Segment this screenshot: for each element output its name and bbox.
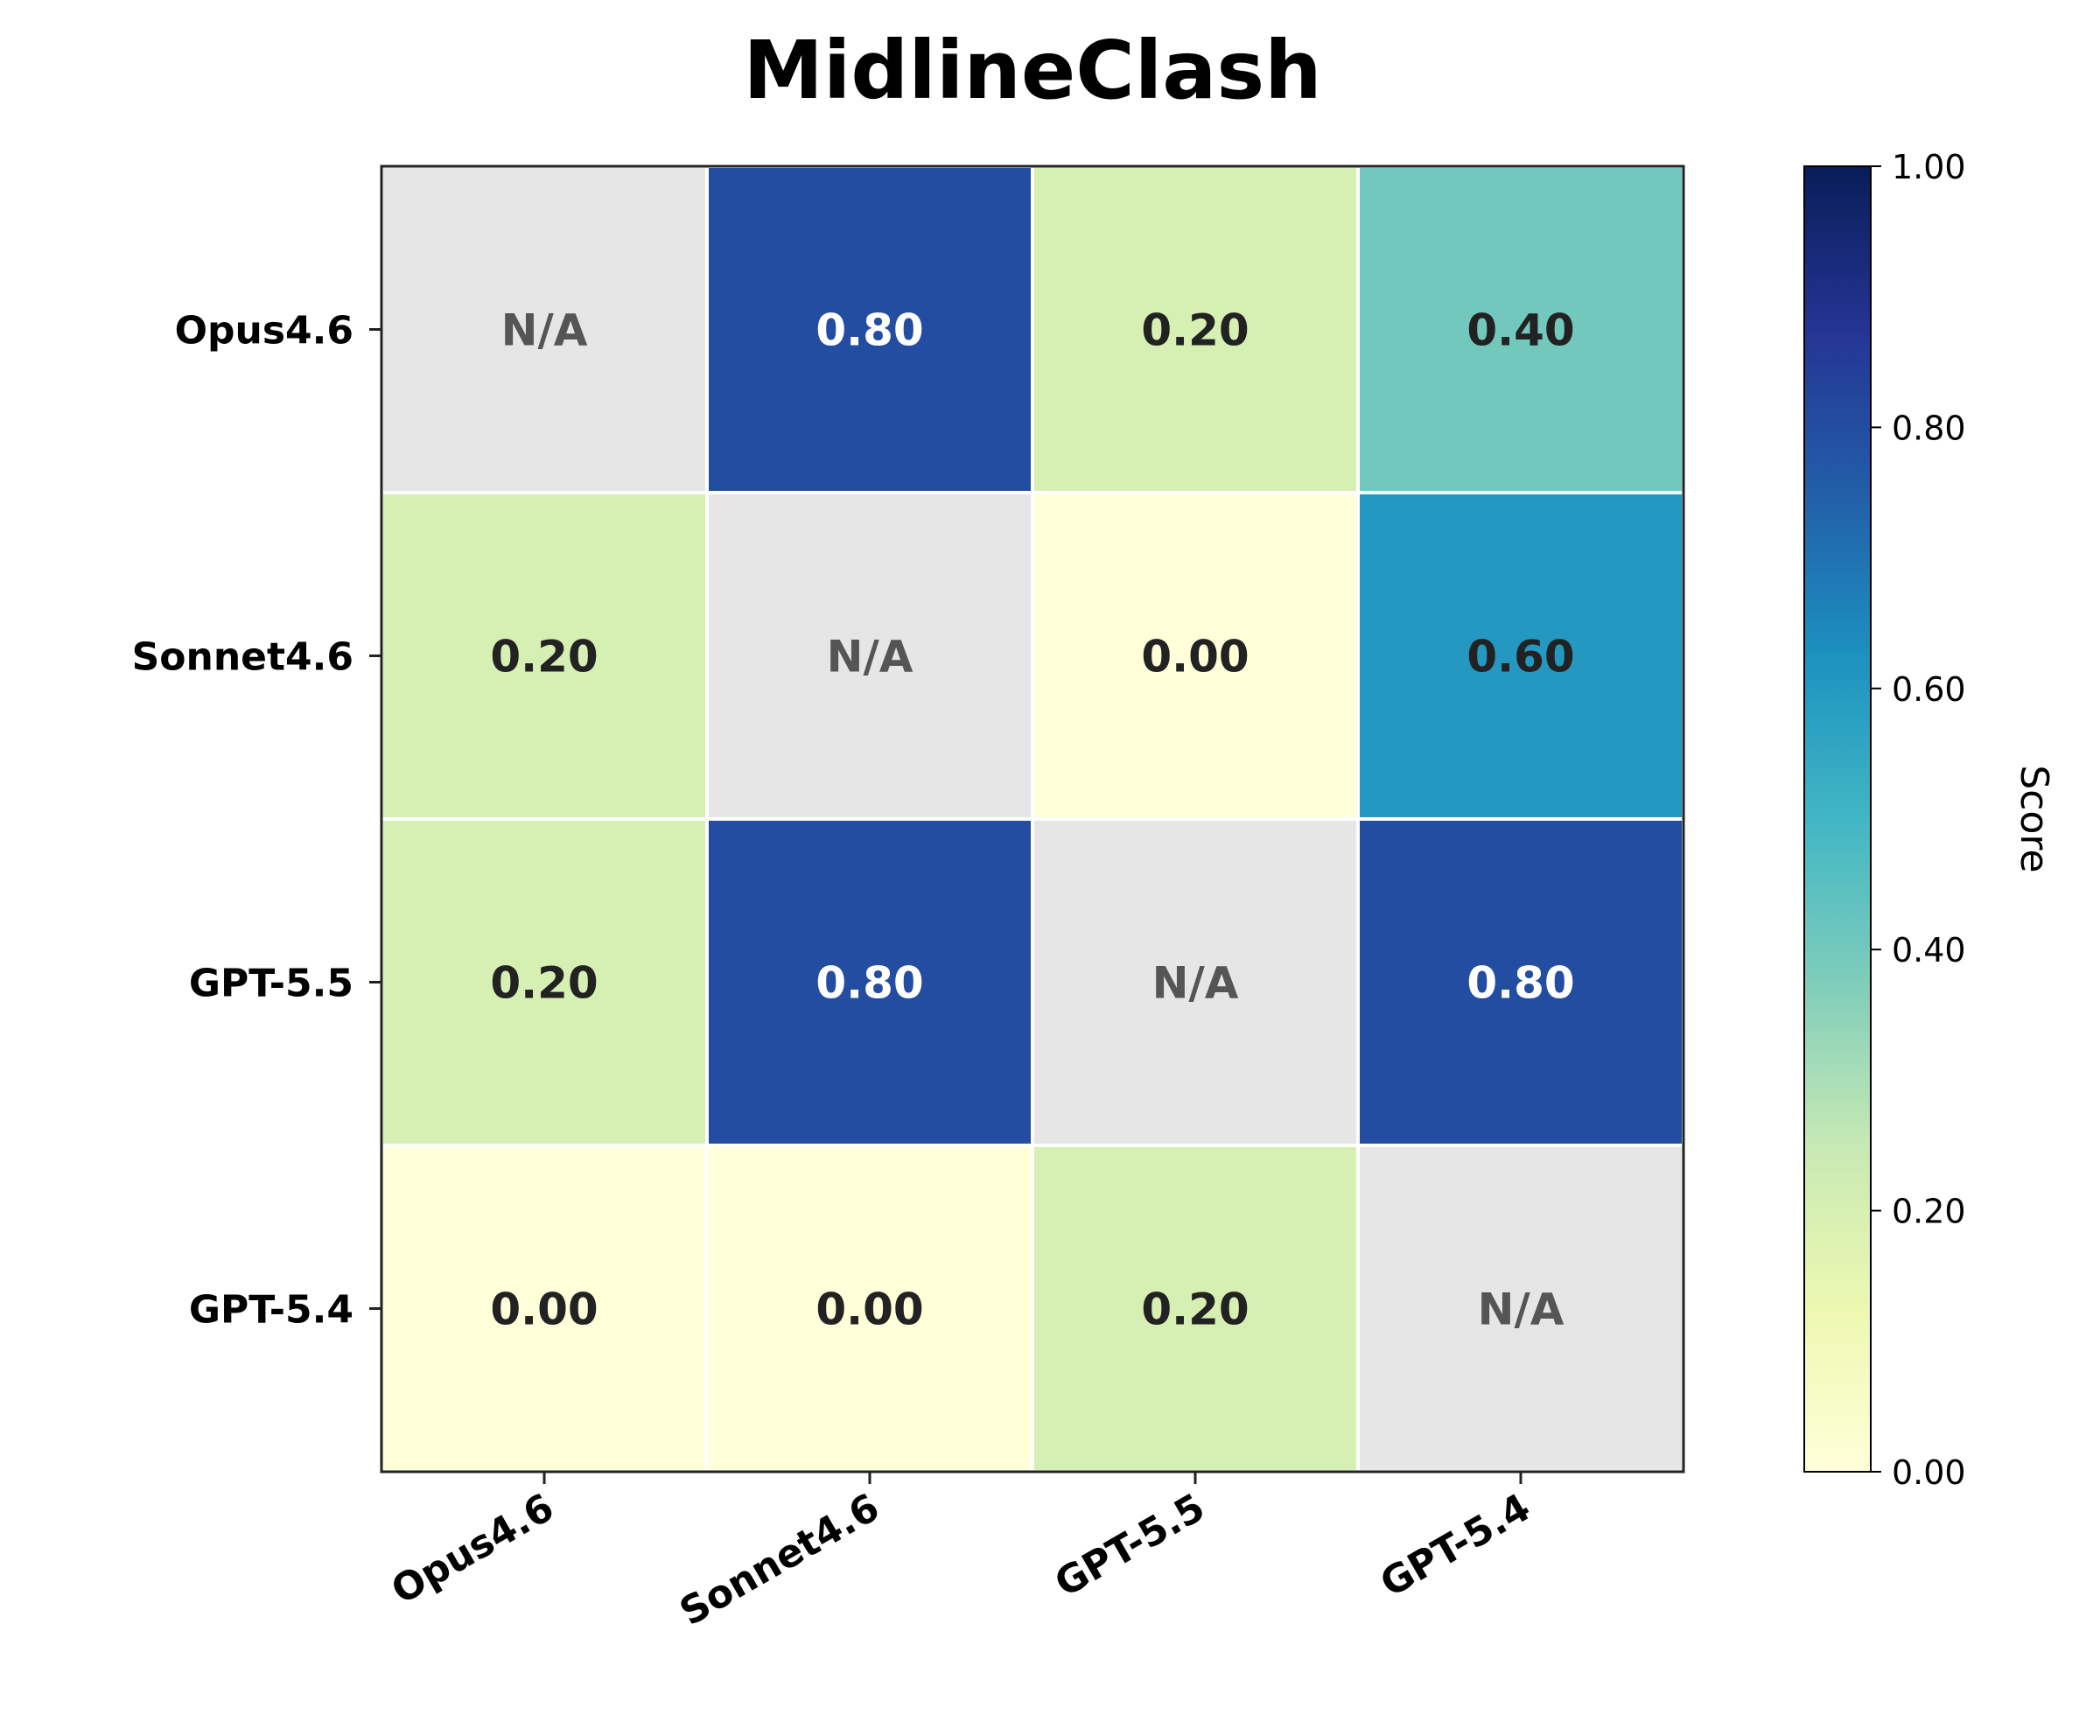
y-tick-label: GPT-5.5 <box>189 962 354 1006</box>
colorbar-tick-label: 0.40 <box>1892 931 1966 970</box>
heatmap-cell <box>705 491 1034 821</box>
x-tick-label: Opus4.6 <box>384 1485 561 1613</box>
x-axis: Opus4.6 Sonnet4.6 GPT-5.5 GPT-5.4 <box>384 1472 1538 1634</box>
chart-title: MidlineClash <box>743 24 1321 117</box>
colorbar-tick-label: 0.80 <box>1892 409 1966 447</box>
cell-value-label: 0.00 <box>490 1284 598 1335</box>
cell-value-label: N/A <box>1478 1284 1564 1335</box>
cell-value-label: 0.80 <box>816 958 923 1009</box>
heatmap-cell <box>1031 1144 1360 1474</box>
colorbar-ticks: 0.00 0.20 0.40 0.60 0.80 1.00 <box>1871 148 1966 1492</box>
heatmap-cell <box>380 1144 709 1474</box>
cell-value-label: N/A <box>501 305 588 356</box>
heatmap-cell <box>1356 817 1685 1147</box>
heatmap-cell <box>380 491 709 821</box>
cell-value-label: 0.80 <box>1466 958 1574 1009</box>
heatmap-cell <box>380 164 709 494</box>
y-axis: Opus4.6 Sonnet4.6 GPT-5.5 GPT-5.4 <box>132 309 382 1333</box>
heatmap-cell <box>1356 491 1685 821</box>
heatmap-cell <box>705 164 1034 494</box>
colorbar-label: Score <box>2012 765 2056 872</box>
cell-value-label: 0.20 <box>490 958 598 1009</box>
y-tick-label: Opus4.6 <box>175 309 354 354</box>
colorbar-tick-label: 0.60 <box>1892 670 1966 709</box>
colorbar-tick-label: 0.00 <box>1892 1453 1966 1492</box>
x-tick-label: GPT-5.4 <box>1373 1485 1537 1606</box>
x-tick-label: GPT-5.5 <box>1047 1485 1212 1606</box>
colorbar: 0.00 0.20 0.40 0.60 0.80 1.00 Score <box>1803 148 2056 1492</box>
cell-value-label: 0.20 <box>1141 1284 1249 1335</box>
colorbar-gradient <box>1803 165 1872 1473</box>
plot-frame <box>380 164 1685 1474</box>
heatmap-cell <box>1356 164 1685 494</box>
cell-value-label: N/A <box>1152 958 1239 1009</box>
cell-value-label: 0.20 <box>1141 305 1249 356</box>
cell-value-label: N/A <box>827 632 914 682</box>
cell-value-label: 0.40 <box>1466 305 1574 356</box>
cell-value-label: 0.00 <box>816 1284 923 1335</box>
cell-value-label: 0.60 <box>1466 632 1574 682</box>
colorbar-tick-label: 1.00 <box>1892 148 1966 186</box>
heatmap-cells <box>380 164 1685 1474</box>
colorbar-tick-label: 0.20 <box>1892 1193 1966 1231</box>
x-tick-label: Sonnet4.6 <box>673 1485 887 1634</box>
cell-value-label: 0.00 <box>1141 632 1249 682</box>
y-tick-label: GPT-5.4 <box>189 1288 354 1333</box>
cell-value-label: 0.20 <box>490 632 598 682</box>
cell-value-label: 0.80 <box>816 305 923 356</box>
heatmap-cell-labels: N/A 0.80 0.20 0.40 0.20 N/A 0.00 0.60 0.20 0.80 N/… <box>490 305 1574 1335</box>
heatmap-cell <box>705 1144 1034 1474</box>
heatmap-cell <box>1356 1144 1685 1474</box>
y-tick-label: Sonnet4.6 <box>132 635 354 680</box>
heatmap-cell <box>705 817 1034 1147</box>
